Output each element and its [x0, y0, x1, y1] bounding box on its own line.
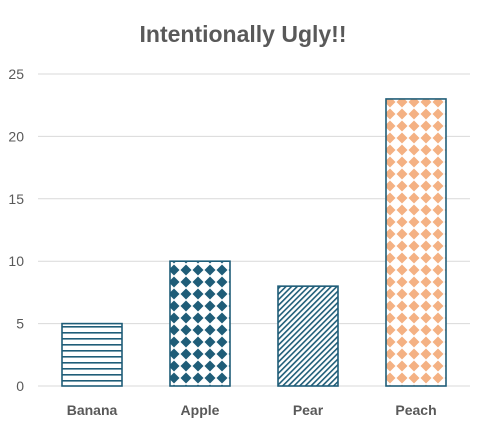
- y-tick-label: 25: [8, 66, 24, 82]
- y-tick-label: 0: [16, 378, 24, 394]
- category-label-apple: Apple: [181, 402, 220, 418]
- y-tick-label: 10: [8, 253, 24, 269]
- bar-peach: [386, 99, 446, 386]
- x-axis-category-labels: Banana Apple Pear Peach: [67, 402, 437, 418]
- y-tick-label: 20: [8, 128, 24, 144]
- y-tick-label: 15: [8, 191, 24, 207]
- y-tick-label: 5: [16, 316, 24, 332]
- category-label-peach: Peach: [395, 402, 436, 418]
- category-label-pear: Pear: [293, 402, 324, 418]
- bar-pear: [278, 286, 338, 386]
- bars: [62, 99, 446, 386]
- bar-banana: [62, 324, 122, 386]
- bar-apple: [170, 261, 230, 386]
- y-axis-tick-labels: 0 5 10 15 20 25: [8, 66, 24, 394]
- category-label-banana: Banana: [67, 402, 118, 418]
- chart-title: Intentionally Ugly!!: [140, 21, 347, 47]
